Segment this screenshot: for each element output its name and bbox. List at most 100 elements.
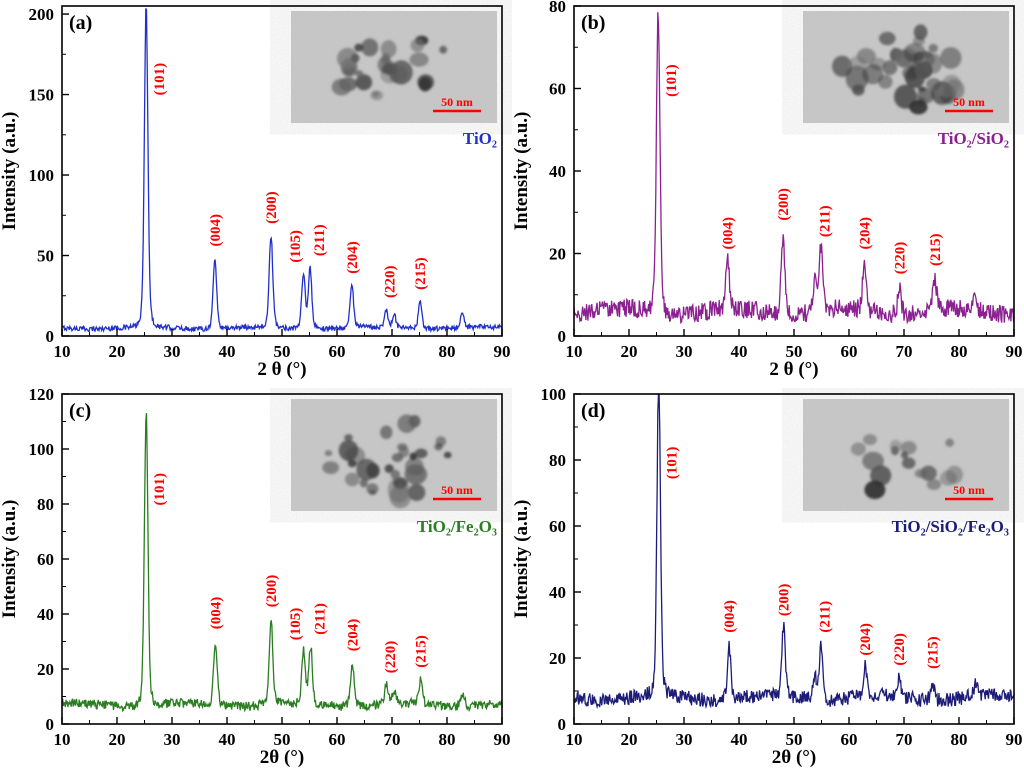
peak-label: (215) (926, 636, 942, 669)
x-tick-label: 70 (896, 342, 913, 361)
xrd-curve (573, 393, 1015, 710)
y-tick-label: 60 (549, 80, 566, 99)
y-tick-label: 80 (37, 495, 54, 514)
peak-labels: (101) (004) (200) (105) (211) (204) (220) (215) (152, 473, 430, 673)
x-tick-label: 60 (841, 730, 858, 749)
x-tick-label: 30 (676, 730, 693, 749)
peak-label: (200) (264, 575, 280, 608)
peak-labels: (101) (004) (200) (211) (204) (220) (215) (664, 447, 941, 669)
scale-bar-label: 50 nm (441, 483, 473, 497)
y-tick-label: 20 (549, 245, 566, 264)
sample-label: TiO₂ (463, 129, 497, 148)
sample-label: TiO₂/SiO₂/Fe₂O₃ (892, 517, 1009, 536)
y-tick-label: 0 (558, 327, 567, 346)
y-tick-label: 100 (541, 388, 567, 404)
x-tick-label: 50 (274, 342, 291, 361)
peak-label: (101) (664, 64, 680, 97)
x-tick-label: 80 (439, 730, 456, 749)
xrd-chart-a: 50 nm TiO₂ 10 20 30 40 50 60 70 80 90 0 50 100 150 200 2… (0, 5, 511, 380)
tem-inset: 50 nm (803, 399, 1009, 511)
y-axis-label: Intensity (a.u.) (512, 112, 532, 231)
peak-label: (004) (208, 597, 224, 630)
y-tick-label: 150 (29, 86, 55, 105)
x-tick-label: 30 (676, 342, 693, 361)
x-tick-label: 80 (439, 342, 456, 361)
y-tick-label: 20 (37, 660, 54, 679)
peak-label: (105) (288, 230, 304, 263)
tem-inset: 50 nm (291, 399, 497, 511)
peak-label: (211) (312, 603, 328, 635)
y-tick-label: 100 (29, 440, 55, 459)
x-axis-label: 2 θ (°) (769, 359, 818, 380)
x-tick-label: 20 (109, 342, 126, 361)
peak-label: (215) (928, 234, 944, 267)
x-axis-ticks: 10 20 30 40 50 60 70 80 90 (54, 717, 511, 749)
y-tick-label: 60 (549, 517, 566, 536)
y-axis-ticks: 0 20 40 60 80 100 120 (29, 388, 69, 734)
x-axis-label: 2 θ (°) (257, 359, 306, 380)
x-tick-label: 20 (621, 730, 638, 749)
x-tick-label: 40 (219, 342, 236, 361)
peak-labels: (101) (004) (200) (105) (211) (204) (220) (215) (152, 63, 429, 298)
y-axis-ticks: 0 50 100 150 200 (29, 5, 69, 346)
y-tick-label: 0 (46, 715, 55, 734)
scale-bar-label: 50 nm (441, 95, 473, 109)
x-tick-label: 80 (951, 730, 968, 749)
peak-label: (105) (288, 608, 304, 641)
y-tick-label: 80 (549, 451, 566, 470)
y-tick-label: 100 (29, 166, 55, 185)
peak-label: (211) (817, 601, 833, 633)
x-tick-label: 40 (219, 730, 236, 749)
tem-particles (322, 414, 452, 509)
panel-letter: (c) (69, 400, 91, 422)
panel-letter: (a) (69, 12, 92, 34)
peak-label: (220) (383, 641, 399, 674)
panel-letter: (b) (581, 12, 605, 34)
x-tick-label: 60 (841, 342, 858, 361)
peak-label: (004) (722, 600, 738, 633)
peak-label: (101) (152, 473, 168, 506)
panel-c: 50 nm TiO₂/Fe₂O₃ 10 20 30 40 50 60 70 80 90 0 20 40 60… (0, 388, 512, 777)
xrd-chart-b: 50 nm TiO₂/SiO₂ 10 20 30 40 50 60 70 80 90 0 20 40 60 8… (512, 0, 1023, 380)
y-tick-label: 120 (29, 388, 55, 404)
sample-label: TiO₂/SiO₂ (938, 129, 1009, 148)
peak-label: (200) (777, 584, 793, 617)
x-axis-ticks: 10 20 30 40 50 60 70 80 90 (566, 329, 1023, 361)
x-tick-label: 30 (164, 342, 181, 361)
y-axis-label: Intensity (a.u.) (512, 500, 532, 619)
peak-label: (215) (414, 635, 430, 668)
y-tick-label: 60 (37, 550, 54, 569)
x-tick-label: 70 (896, 730, 913, 749)
scale-bar-label: 50 nm (953, 483, 985, 497)
peak-label: (220) (892, 633, 908, 666)
tem-particles (331, 35, 448, 101)
xrd-curve (573, 12, 1015, 325)
x-tick-label: 20 (109, 730, 126, 749)
x-tick-label: 90 (494, 730, 511, 749)
x-tick-label: 20 (621, 342, 638, 361)
peak-label: (204) (857, 217, 873, 250)
panel-a: 50 nm TiO₂ 10 20 30 40 50 60 70 80 90 0 50 100 150 200 2… (0, 0, 512, 388)
x-tick-label: 70 (384, 730, 401, 749)
peak-label: (101) (152, 63, 168, 96)
y-axis-ticks: 0 20 40 60 80 100 (541, 388, 581, 734)
peak-label: (004) (208, 214, 224, 247)
xrd-curve (61, 412, 503, 713)
y-tick-label: 80 (549, 0, 566, 16)
peak-label: (220) (893, 242, 909, 275)
xrd-chart-c: 50 nm TiO₂/Fe₂O₃ 10 20 30 40 50 60 70 80 90 0 20 40 60… (0, 388, 511, 768)
scale-bar-label: 50 nm (953, 95, 985, 109)
x-tick-label: 80 (951, 342, 968, 361)
peak-label: (101) (664, 447, 680, 480)
peak-label: (220) (382, 266, 398, 299)
y-tick-label: 200 (29, 5, 55, 24)
peak-label: (204) (345, 619, 361, 652)
x-tick-label: 10 (54, 342, 71, 361)
peak-label: (204) (858, 623, 874, 656)
y-axis-ticks: 0 20 40 60 80 (549, 0, 581, 346)
x-tick-label: 90 (1006, 342, 1023, 361)
x-tick-label: 10 (566, 730, 583, 749)
peak-label: (004) (720, 217, 736, 250)
x-tick-label: 60 (329, 730, 346, 749)
